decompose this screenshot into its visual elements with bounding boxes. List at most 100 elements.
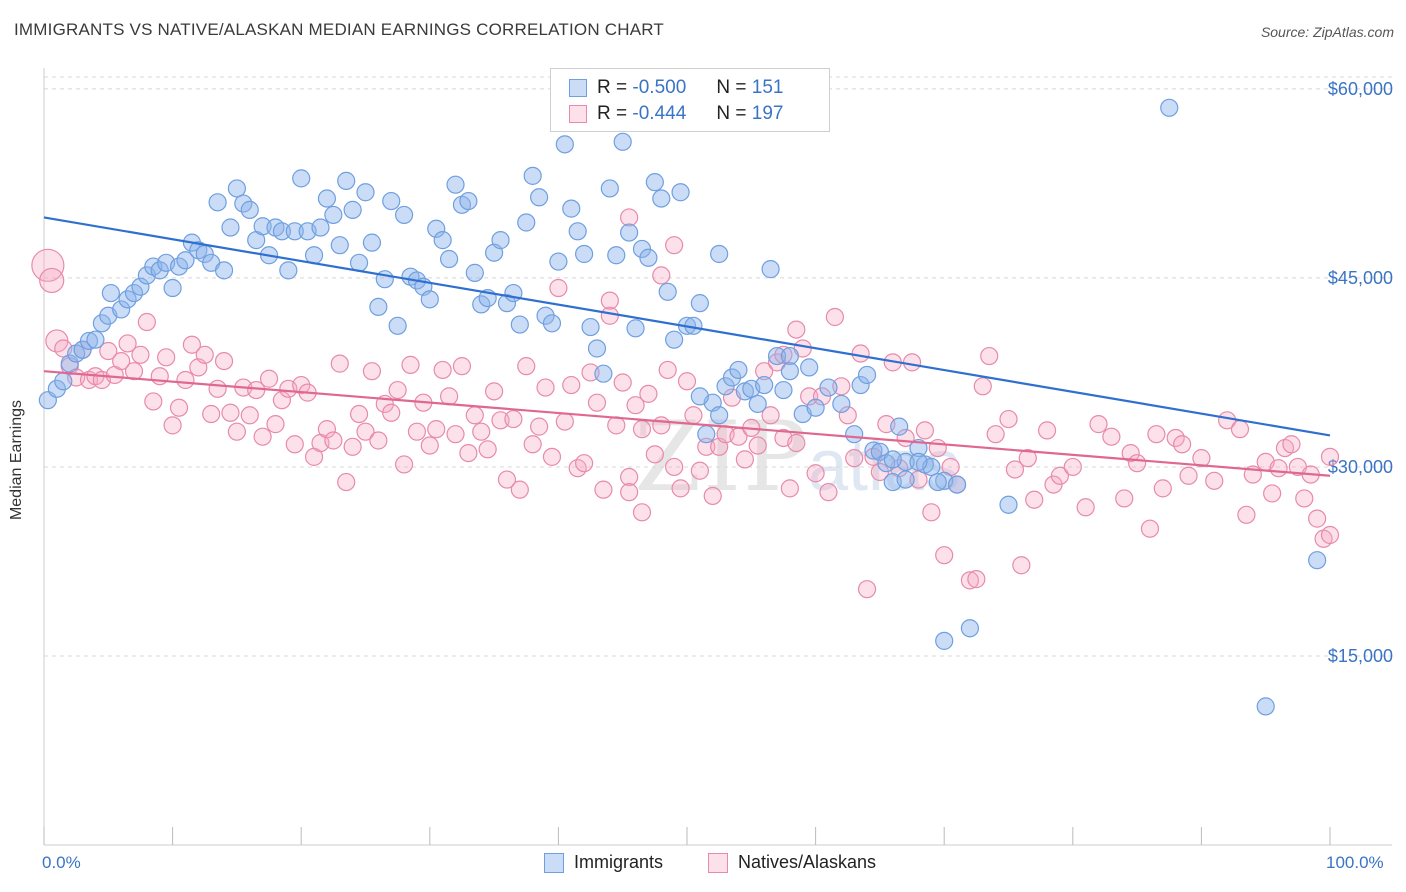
immigrants-point <box>690 294 709 313</box>
natives-point <box>542 447 562 466</box>
natives-point <box>922 503 941 522</box>
immigrants-point <box>928 472 947 492</box>
immigrants-point <box>536 306 555 325</box>
natives-point <box>1012 556 1031 575</box>
immigrants-point <box>150 261 169 280</box>
natives-point <box>39 267 65 294</box>
natives-point <box>221 403 240 422</box>
natives-point <box>639 384 658 403</box>
immigrants-point <box>729 360 748 380</box>
natives-point <box>1237 505 1256 524</box>
natives-point <box>1282 435 1301 454</box>
natives-point <box>928 438 947 458</box>
natives-point <box>774 345 793 364</box>
natives-point <box>851 344 870 363</box>
natives-point <box>671 479 690 498</box>
natives-point <box>157 348 176 367</box>
natives-point <box>1308 509 1327 528</box>
natives-point <box>292 375 311 395</box>
immigrants-point <box>562 199 581 218</box>
immigrants-point <box>420 290 439 309</box>
natives-point <box>819 483 838 502</box>
immigrants-point <box>517 213 536 232</box>
natives-point <box>439 387 459 406</box>
immigrants-point <box>240 200 259 219</box>
natives-point <box>182 335 201 354</box>
natives-point <box>195 345 214 364</box>
immigrants-point <box>600 179 619 198</box>
immigrants-point <box>427 219 446 238</box>
natives-point <box>144 392 163 411</box>
r-value-natives: -0.444 <box>632 103 687 124</box>
natives-point <box>632 420 652 439</box>
natives-point <box>832 377 851 396</box>
natives-point <box>452 357 472 376</box>
natives-point <box>1089 415 1108 434</box>
immigrants-point <box>163 278 182 298</box>
legend-item-immigrants[interactable]: Immigrants <box>544 852 663 873</box>
natives-point <box>31 248 65 282</box>
natives-point <box>517 357 536 376</box>
natives-point <box>227 422 246 441</box>
immigrants-point <box>581 317 600 337</box>
natives-point <box>690 461 709 480</box>
natives-point <box>112 351 131 371</box>
immigrants-point <box>292 169 311 188</box>
immigrants-point <box>761 260 780 279</box>
immigrants-point <box>112 300 131 319</box>
natives-point <box>555 412 574 431</box>
natives-point <box>530 417 549 436</box>
natives-point <box>362 362 382 381</box>
natives-point <box>465 406 484 425</box>
immigrants-point <box>311 218 330 237</box>
natives-point <box>1025 490 1044 509</box>
natives-point <box>349 404 369 424</box>
natives-point <box>1127 454 1147 473</box>
immigrants-point <box>832 394 851 414</box>
natives-point <box>1179 466 1198 485</box>
chart-title: IMMIGRANTS VS NATIVE/ALASKAN MEDIAN EARN… <box>14 20 664 39</box>
immigrants-point <box>221 218 240 237</box>
immigrants-point <box>800 358 819 377</box>
immigrants-point <box>343 200 362 219</box>
natives-point <box>163 416 182 435</box>
immigrants-point <box>587 339 607 358</box>
immigrants-point <box>497 294 517 313</box>
immigrants-point <box>131 277 150 296</box>
natives-point <box>735 450 754 469</box>
immigrants-point <box>710 244 729 264</box>
immigrants-point <box>626 319 645 338</box>
n-label: N = <box>716 77 747 98</box>
immigrants-trend-line <box>43 216 1331 437</box>
y-tick-label: $15,000 <box>1328 646 1393 666</box>
immigrants-point <box>227 179 246 198</box>
natives-point <box>999 409 1018 429</box>
immigrants-point <box>510 315 529 334</box>
immigrants-point <box>780 346 799 366</box>
legend-item-natives[interactable]: Natives/Alaskans <box>708 852 876 873</box>
natives-point <box>343 437 362 456</box>
natives-point <box>600 291 619 310</box>
natives-point <box>652 416 671 435</box>
natives-point <box>124 362 144 381</box>
immigrants-point <box>690 387 709 406</box>
natives-point <box>665 457 684 477</box>
immigrants-swatch <box>569 79 587 97</box>
natives-point <box>800 387 819 406</box>
immigrants-point <box>607 246 626 265</box>
immigrants-point <box>459 191 478 211</box>
natives-point <box>684 406 703 425</box>
immigrants-point <box>60 354 79 373</box>
n-value-immigrants: 151 <box>751 77 784 98</box>
x-tick-label-max: 100.0% <box>1326 853 1384 872</box>
natives-point <box>1037 421 1057 440</box>
natives-point <box>909 470 928 489</box>
natives-point <box>1320 525 1340 545</box>
immigrants-point <box>253 217 272 236</box>
natives-point <box>1230 420 1250 439</box>
natives-point <box>1050 466 1070 485</box>
immigrants-point <box>851 375 870 395</box>
natives-point <box>626 396 645 415</box>
natives-point <box>665 236 684 255</box>
